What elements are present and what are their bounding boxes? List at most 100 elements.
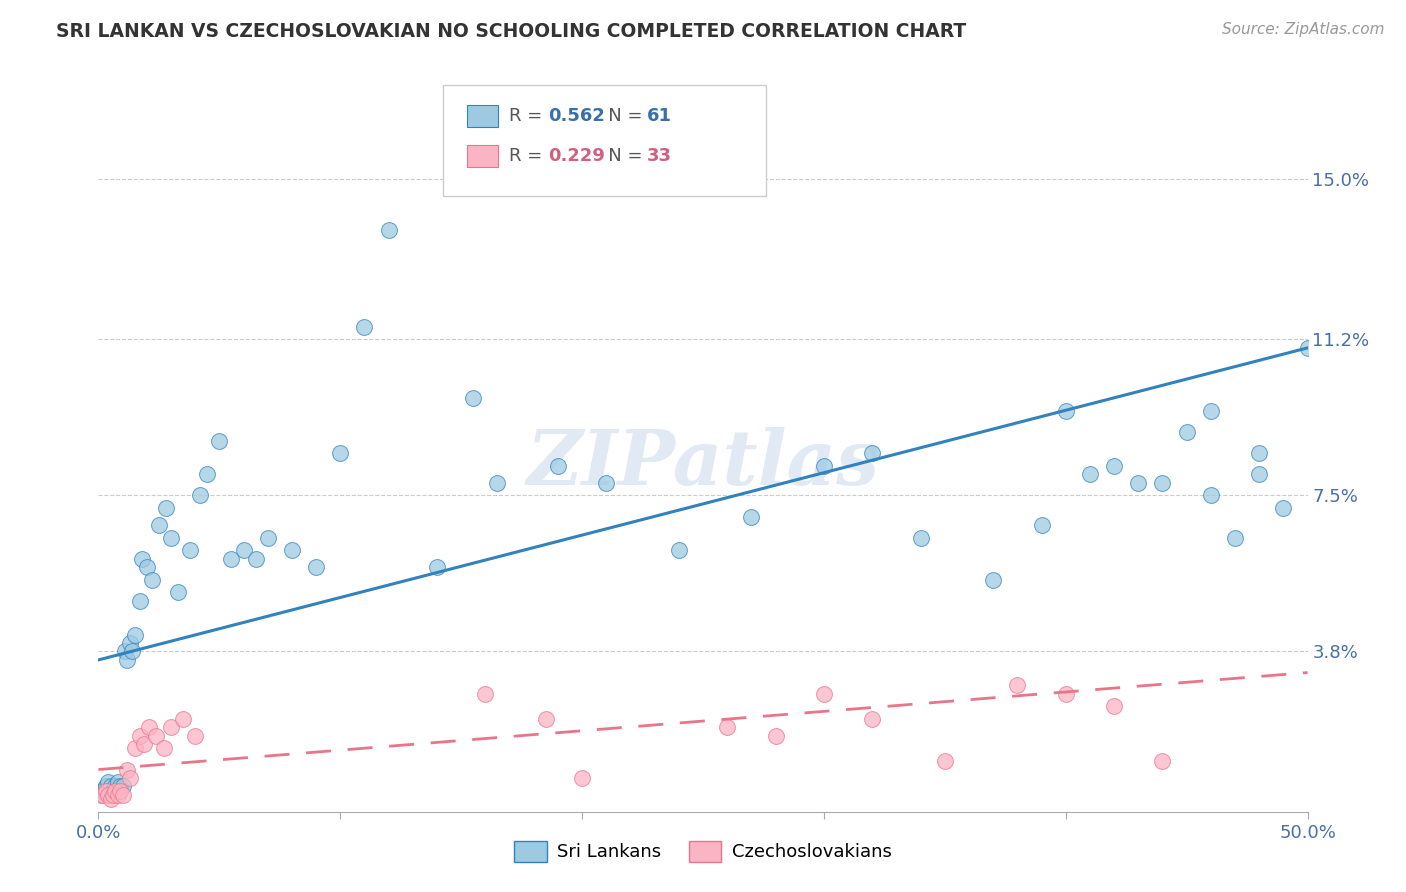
Point [101,783,124,797]
Point [377,223,399,237]
Point [934,754,956,768]
Point [145,729,167,743]
Point [1128,475,1150,490]
Point [463,392,485,406]
Point [104,783,127,797]
Point [108,780,131,794]
Point [426,560,449,574]
Text: 33: 33 [647,147,672,165]
Point [167,585,190,599]
Point [135,560,157,574]
Point [860,446,883,460]
Point [94,780,117,794]
Point [281,543,304,558]
Point [547,458,569,473]
Point [118,771,141,785]
Point [1223,531,1246,545]
Point [97,788,120,802]
Point [134,737,156,751]
Point [128,729,150,743]
Point [1152,754,1174,768]
Point [172,712,194,726]
Point [1078,467,1101,482]
Point [101,788,124,802]
Point [1175,425,1198,440]
Point [100,780,122,794]
Text: 0.562: 0.562 [548,107,605,125]
Point [353,319,375,334]
Point [1199,488,1222,502]
Point [188,488,211,502]
Point [152,741,174,756]
Point [1031,518,1053,533]
Point [107,775,129,789]
Point [305,560,328,574]
Point [107,788,129,802]
Point [90,783,112,797]
Point [486,475,509,490]
Point [104,780,127,794]
Point [1199,404,1222,418]
Point [1249,446,1271,460]
Point [121,644,143,658]
Point [117,653,139,667]
Point [256,531,278,545]
Point [148,518,170,533]
Point [195,467,218,482]
Point [1152,475,1174,490]
Point [221,551,243,566]
Point [232,543,254,558]
Point [138,720,160,734]
Point [90,788,112,802]
Point [1054,687,1077,701]
Point [128,594,150,608]
Text: N =: N = [591,107,648,125]
Point [100,792,122,806]
Point [160,720,183,734]
Point [474,687,496,701]
Point [94,783,117,797]
Point [595,475,617,490]
Point [534,712,557,726]
Point [910,531,932,545]
Point [245,551,267,566]
Point [179,543,201,558]
Point [668,543,690,558]
Point [97,775,120,789]
Point [571,771,593,785]
Point [740,509,762,524]
Point [981,573,1004,587]
Point [184,729,207,743]
Point [111,780,134,794]
Point [91,788,114,802]
Text: 0.229: 0.229 [548,147,605,165]
Point [1249,467,1271,482]
Point [160,531,183,545]
Point [131,551,153,566]
Legend: Sri Lankans, Czechoslovakians: Sri Lankans, Czechoslovakians [508,833,898,869]
Point [1007,678,1029,692]
Point [1102,699,1125,714]
Text: ZIPatlas: ZIPatlas [526,427,880,500]
Point [208,434,231,448]
Point [860,712,883,726]
Point [108,783,131,797]
Point [716,720,738,734]
Text: Source: ZipAtlas.com: Source: ZipAtlas.com [1222,22,1385,37]
Point [117,763,139,777]
Text: 61: 61 [647,107,672,125]
Point [111,788,134,802]
Point [765,729,787,743]
Point [1272,501,1295,516]
Point [124,627,146,641]
Point [1102,458,1125,473]
Point [813,687,835,701]
Point [141,573,163,587]
Text: SRI LANKAN VS CZECHOSLOVAKIAN NO SCHOOLING COMPLETED CORRELATION CHART: SRI LANKAN VS CZECHOSLOVAKIAN NO SCHOOLI… [56,22,966,41]
Point [329,446,352,460]
Text: R =: R = [509,107,548,125]
Text: R =: R = [509,147,548,165]
Point [124,741,146,756]
Point [114,644,136,658]
Point [1296,341,1319,355]
